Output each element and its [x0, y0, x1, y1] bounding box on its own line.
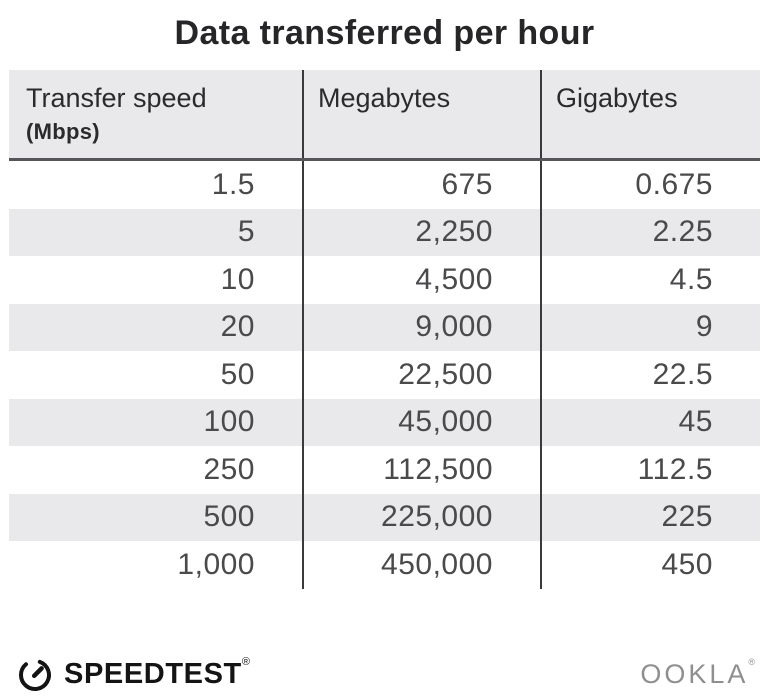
table-cell: 450,000: [302, 541, 540, 589]
table-cell: 22,500: [302, 351, 540, 399]
table-row: 50 22,500 22.5: [9, 351, 760, 399]
table-cell: 112,500: [302, 446, 540, 494]
table-row: 250 112,500 112.5: [9, 446, 760, 494]
table-cell: 4.5: [540, 256, 760, 304]
column-header-label: Transfer speed: [26, 83, 207, 113]
ookla-logo: OOKLA®: [640, 656, 755, 689]
table-cell: 20: [220, 310, 255, 344]
table-cell: 450: [540, 541, 760, 589]
table-cell: 100: [203, 405, 255, 439]
table-cell: 5: [237, 215, 255, 249]
table-body: 1.5 675 0.675 5 2,250 2.25 10 4,500 4.5 …: [9, 161, 760, 589]
table-cell: 225: [540, 493, 760, 541]
table-cell: 50: [220, 357, 255, 391]
table-row: 10 4,500 4.5: [9, 256, 760, 304]
speedtest-logo: SPEEDTEST®: [15, 654, 251, 694]
table-row: 500 225,000 225: [9, 493, 760, 541]
table-cell: 225,000: [302, 493, 540, 541]
table-cell: 112.5: [540, 446, 760, 494]
footer: SPEEDTEST® OOKLA®: [15, 651, 755, 697]
table-cell: 45,000: [302, 398, 540, 446]
table-cell: 0.675: [540, 161, 760, 209]
registered-trademark-icon: ®: [241, 655, 251, 668]
table-header-row: Transfer speed (Mbps) Megabytes Gigabyte…: [9, 70, 760, 161]
data-table: Transfer speed (Mbps) Megabytes Gigabyte…: [9, 70, 760, 589]
table-cell: 1.5: [211, 167, 255, 201]
column-header-transfer-speed: Transfer speed (Mbps): [9, 70, 302, 158]
column-header-gigabytes: Gigabytes: [540, 70, 760, 158]
page-title: Data transferred per hour: [174, 14, 595, 52]
table-cell: 4,500: [302, 256, 540, 304]
table-cell: 1,000: [177, 547, 255, 581]
registered-trademark-icon: ®: [748, 656, 755, 667]
speedometer-gauge-icon: [15, 654, 55, 694]
table-row: 1.5 675 0.675: [9, 161, 760, 209]
table-cell: 9,000: [302, 303, 540, 351]
speedtest-wordmark: SPEEDTEST®: [64, 655, 251, 690]
table-row: 5 2,250 2.25: [9, 208, 760, 256]
table-cell: 10: [220, 262, 255, 296]
table-cell: 500: [203, 500, 255, 534]
table-cell: 9: [540, 303, 760, 351]
table-row: 1,000 450,000 450: [9, 541, 760, 589]
column-header-megabytes: Megabytes: [302, 70, 540, 158]
table-cell: 2.25: [540, 208, 760, 256]
table-row: 100 45,000 45: [9, 398, 760, 446]
table-cell: 675: [302, 161, 540, 209]
table-cell: 2,250: [302, 208, 540, 256]
column-header-unit: (Mbps): [26, 119, 100, 144]
table-row: 20 9,000 9: [9, 303, 760, 351]
table-cell: 45: [540, 398, 760, 446]
table-cell: 22.5: [540, 351, 760, 399]
table-cell: 250: [203, 452, 255, 486]
